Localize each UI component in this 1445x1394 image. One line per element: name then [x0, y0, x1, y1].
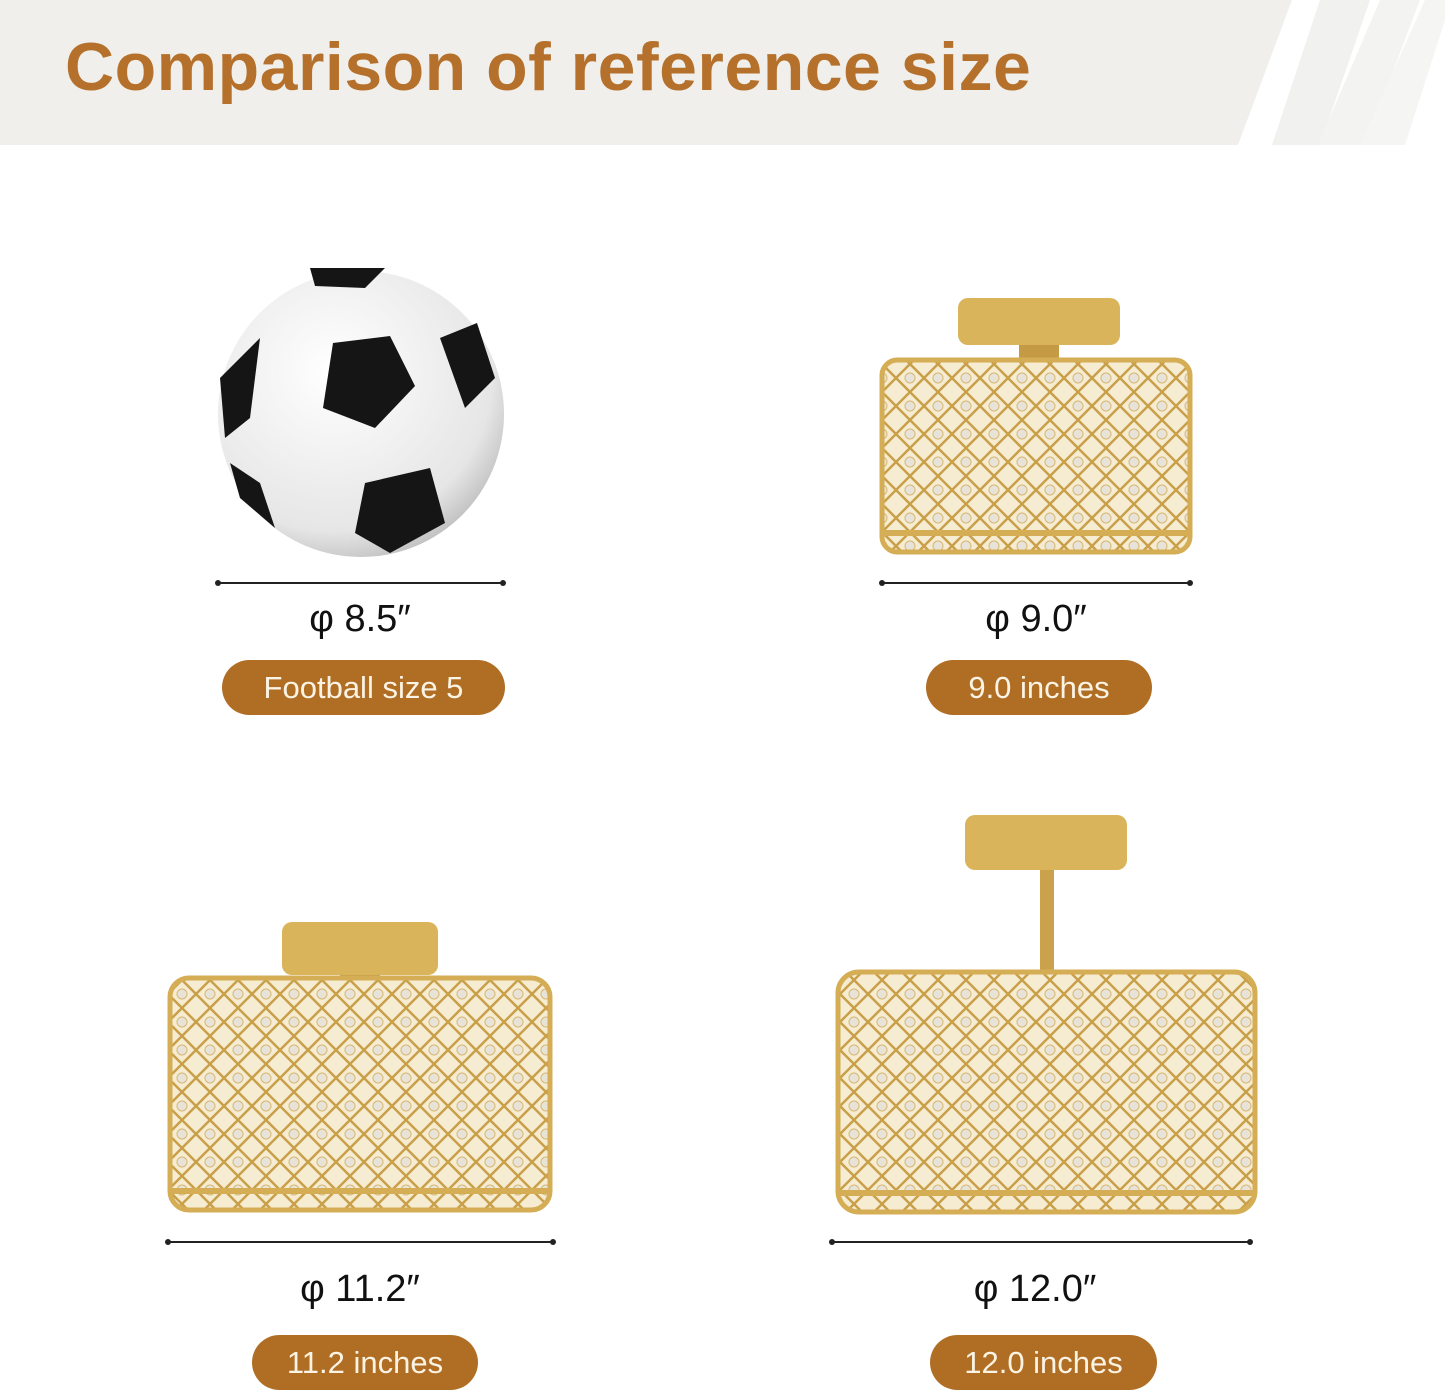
dimension-line	[215, 580, 506, 586]
diameter-label: φ 11.2″	[300, 1268, 420, 1310]
diameter-label: φ 9.0″	[985, 598, 1087, 640]
dimension-line	[165, 1239, 556, 1245]
dimension-line	[879, 580, 1193, 586]
header-banner	[0, 0, 1445, 145]
diameter-label: φ 8.5″	[309, 598, 411, 640]
football-image	[218, 268, 504, 557]
size-badge: 9.0 inches	[926, 660, 1152, 715]
dimension-line	[829, 1239, 1253, 1245]
size-badge: 11.2 inches	[252, 1335, 478, 1390]
size-badge: 12.0 inches	[930, 1335, 1157, 1390]
diameter-label: φ 12.0″	[973, 1268, 1097, 1310]
size-badge: Football size 5	[222, 660, 505, 715]
page-title: Comparison of reference size	[65, 29, 1032, 105]
